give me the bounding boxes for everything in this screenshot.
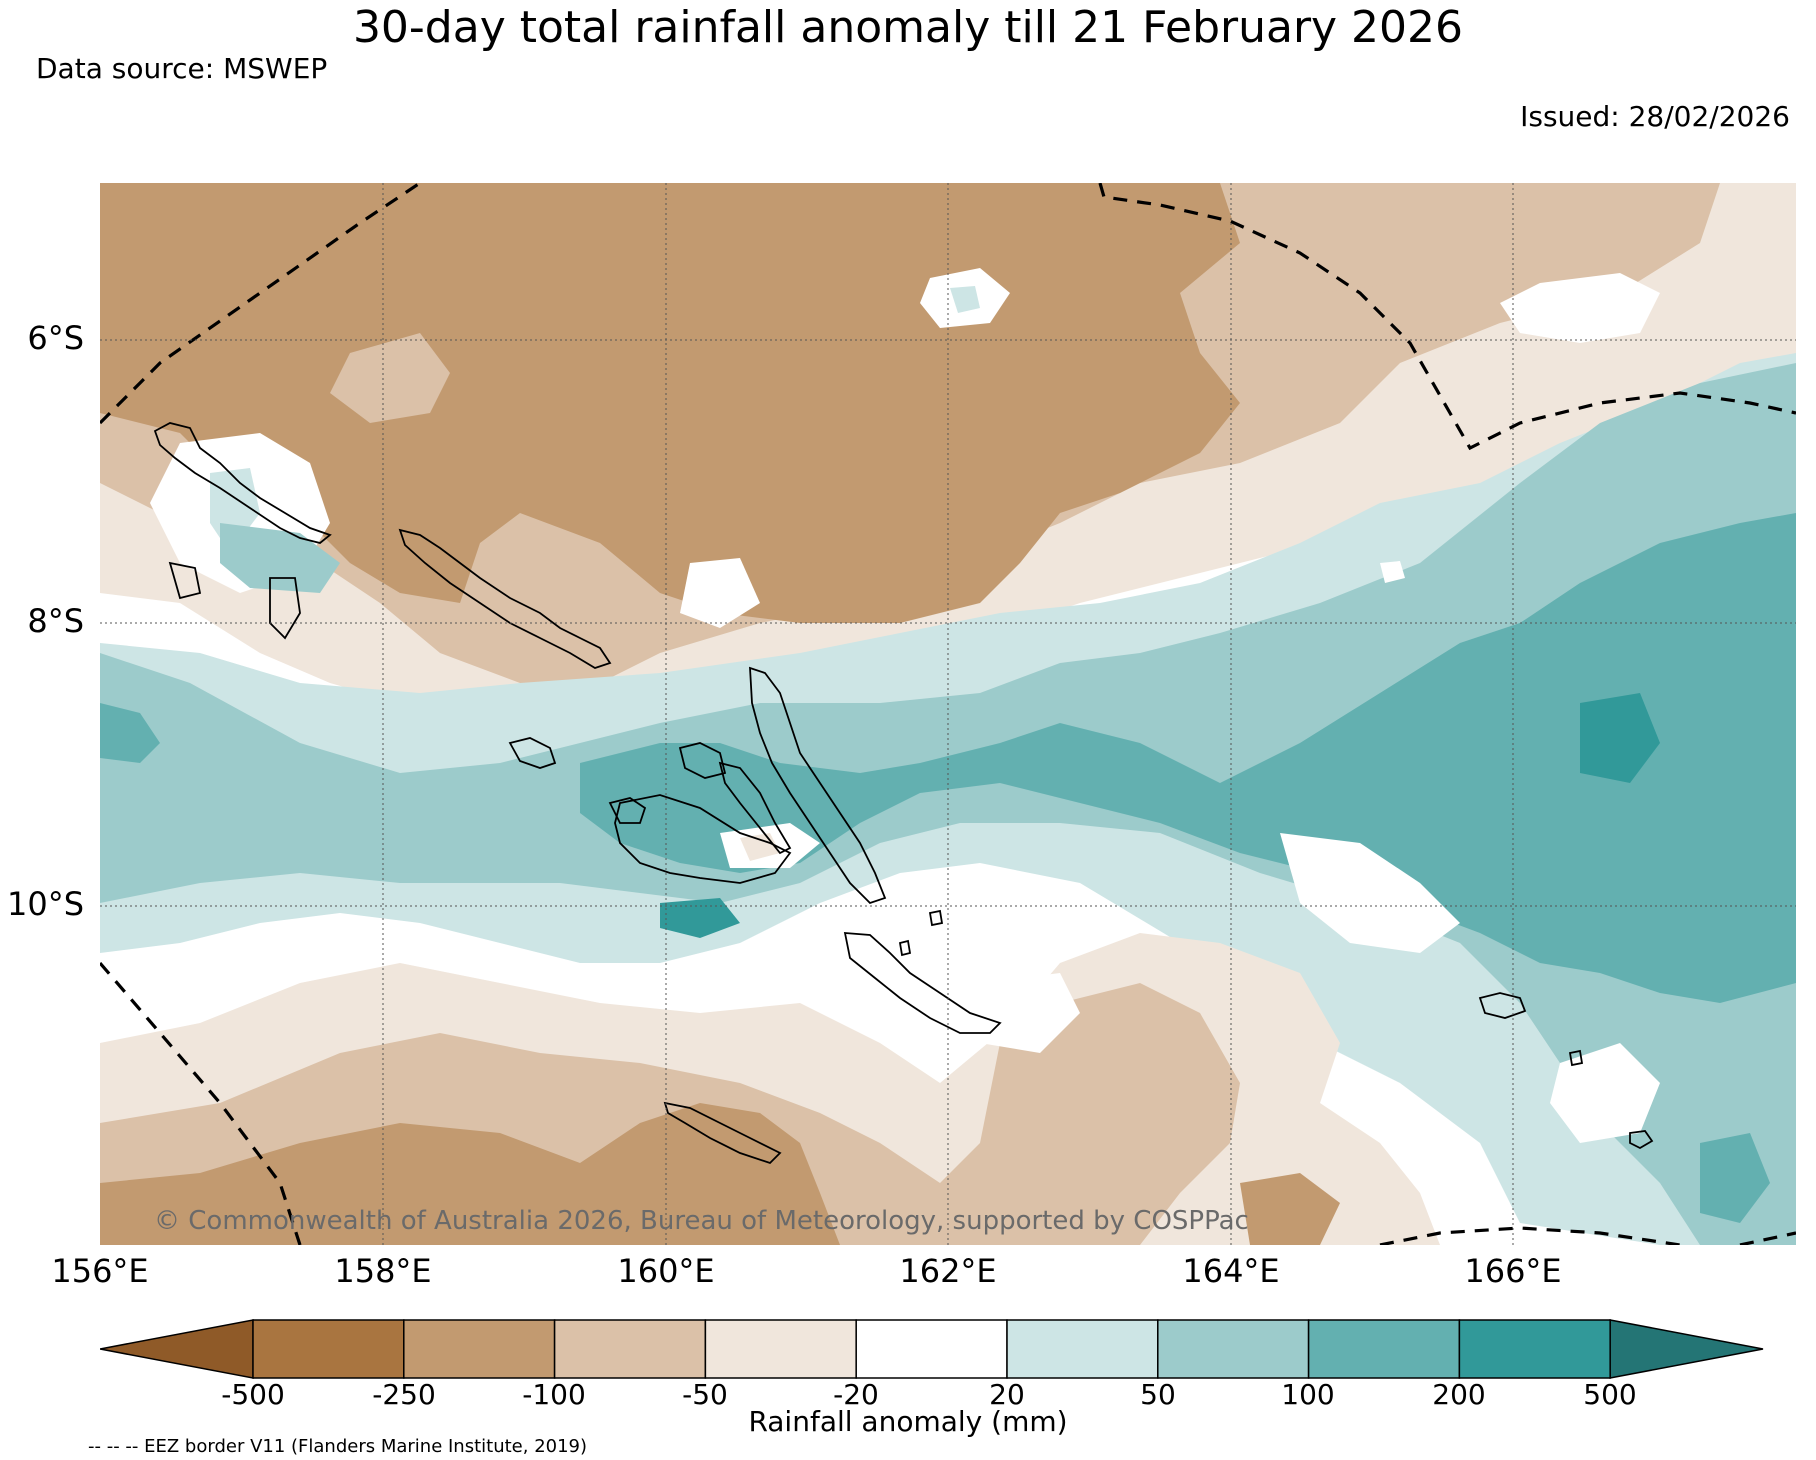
colorbar-tick-label: 20: [989, 1378, 1025, 1411]
lat-tick-10s: 10°S: [6, 885, 84, 923]
white-gap-southeast: [1550, 1043, 1660, 1143]
colorbar-segment: [1307, 1319, 1461, 1379]
rainfall-anomaly-map: © Commonwealth of Australia 2026, Bureau…: [100, 183, 1796, 1245]
island-vanikoro: [1629, 1130, 1654, 1150]
lon-tick-156e: 156°E: [51, 1252, 149, 1290]
colorbar-tick-label: 100: [1281, 1378, 1335, 1411]
white-gap-island: [1380, 561, 1405, 583]
lon-tick-160e: 160°E: [617, 1252, 715, 1290]
colorbar-extend-min: [100, 1319, 254, 1379]
colorbar-segment: [553, 1319, 707, 1379]
copyright-notice: © Commonwealth of Australia 2026, Bureau…: [154, 1206, 1249, 1236]
island-santa-isabel: [749, 666, 887, 905]
colorbar: [100, 1319, 1764, 1379]
colorbar-segment: [855, 1319, 1008, 1379]
colorbar-tick-label: -500: [221, 1378, 285, 1411]
colorbar-segment: [704, 1319, 857, 1379]
dry-zone-north-tan-east: [1230, 183, 1530, 293]
dry-core-south-east: [1240, 1173, 1340, 1245]
colorbar-tick-label: 500: [1583, 1378, 1637, 1411]
island-malaita: [718, 761, 792, 855]
island-russell: [608, 797, 647, 824]
dry-zone-north-tan-west: [330, 333, 450, 423]
lat-tick-6s: 6°S: [27, 319, 84, 357]
island-small-5: [168, 561, 202, 600]
eez-border-southeast: [1739, 1231, 1796, 1245]
island-rennell: [663, 1101, 782, 1165]
island-santa-cruz: [1478, 992, 1527, 1019]
wet-band-strong-west: [100, 703, 160, 763]
colorbar-tick-label: -250: [372, 1378, 436, 1411]
island-small-4: [269, 577, 301, 640]
eez-border-southwest: [100, 961, 302, 1245]
lat-tick-8s: 8°S: [27, 602, 84, 640]
island-guadalcanal: [614, 794, 792, 884]
island-small-1: [928, 909, 944, 927]
lon-tick-166e: 166°E: [1464, 1252, 1562, 1290]
island-florida: [678, 742, 727, 779]
island-new-georgia: [508, 737, 557, 769]
eez-border-northwest: [100, 183, 421, 425]
colorbar-extend-max: [1609, 1319, 1764, 1379]
graticule: [100, 183, 1796, 1245]
colorbar-tick-label: -100: [522, 1378, 586, 1411]
white-gap-south: [980, 973, 1080, 1053]
eez-border-south: [1379, 1226, 1681, 1245]
colorbar-segment: [403, 1319, 556, 1379]
colorbar-title: Rainfall anomaly (mm): [748, 1405, 1068, 1438]
lon-tick-164e: 164°E: [1182, 1252, 1280, 1290]
dry-zone-south-core: [100, 1103, 840, 1245]
white-band-northeast: [1500, 273, 1660, 343]
issued-date: Issued: 28/02/2026: [1520, 100, 1790, 133]
island-bougainville: [153, 422, 332, 544]
eez-legend-note: -- -- -- EEZ border V11 (Flanders Marine…: [88, 1436, 588, 1457]
wet-patch-southeast: [1700, 1133, 1770, 1223]
eez-border-northeast: [1098, 183, 1796, 451]
island-makira: [843, 932, 1002, 1034]
colorbar-segment: [1458, 1319, 1611, 1379]
wet-spot-north-core: [950, 286, 980, 313]
island-small-3: [1568, 1049, 1584, 1067]
island-choiseul: [398, 528, 612, 669]
colorbar-segment: [1157, 1319, 1310, 1379]
island-small-2: [898, 939, 912, 957]
wet-core-southeast: [1580, 693, 1660, 783]
colorbar-tick-label: 50: [1140, 1378, 1176, 1411]
lon-tick-162e: 162°E: [899, 1252, 997, 1290]
wet-core-central: [660, 898, 740, 938]
colorbar-segment: [1006, 1319, 1159, 1379]
colorbar-segment: [252, 1319, 405, 1379]
colorbar-tick-label: -20: [833, 1378, 879, 1411]
wet-band-strong: [580, 513, 1796, 1003]
map-title: 30-day total rainfall anomaly till 21 Fe…: [352, 2, 1464, 53]
colorbar-tick-label: 200: [1432, 1378, 1486, 1411]
eez-borders: [100, 183, 1796, 1245]
data-source-label: Data source: MSWEP: [36, 52, 328, 85]
lon-tick-158e: 158°E: [334, 1252, 432, 1290]
colorbar-tick-label: -50: [682, 1378, 728, 1411]
white-gap-east: [1280, 833, 1460, 953]
white-gap-coast: [680, 558, 760, 628]
coastlines: [153, 422, 1654, 1165]
